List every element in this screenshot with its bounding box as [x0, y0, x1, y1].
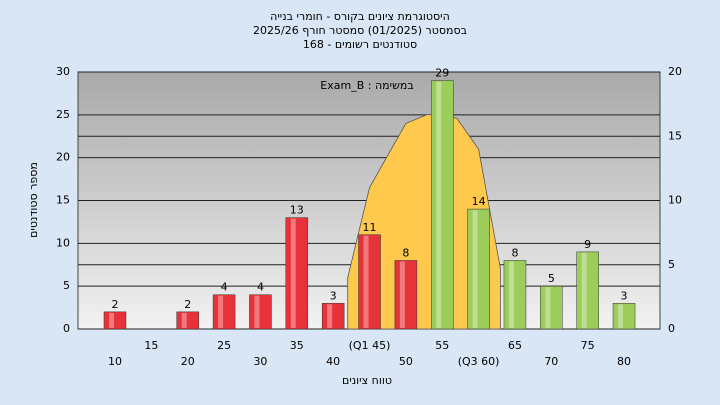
value-label: 3 — [330, 289, 337, 302]
bar — [176, 311, 199, 330]
value-label: 3 — [621, 289, 628, 302]
distribution-area — [347, 113, 501, 330]
y2-tick-label: 20 — [668, 65, 682, 78]
bar — [467, 208, 490, 330]
value-label: 13 — [290, 204, 304, 217]
x-tick-label: 40 — [326, 355, 340, 368]
y-tick-label: 25 — [56, 108, 70, 121]
value-label: 5 — [548, 272, 555, 285]
value-label: 14 — [472, 195, 486, 208]
bar — [503, 260, 527, 330]
bar-shine — [399, 261, 405, 328]
x-tick-label: (Q1 45) — [349, 339, 391, 352]
bar-shine — [218, 295, 224, 328]
bar-shine — [472, 210, 478, 328]
y2-tick-label: 0 — [668, 322, 675, 335]
bar — [285, 217, 309, 330]
bar-shine — [181, 312, 187, 328]
title-3: סטודנטים רשומים - 168 — [303, 38, 417, 51]
bar-shine — [508, 261, 514, 328]
x-label: טווח ציונים — [342, 374, 392, 387]
bar — [430, 80, 454, 330]
value-label: 29 — [435, 67, 449, 80]
bar-shine — [109, 312, 114, 328]
value-label: 4 — [221, 281, 228, 294]
y2-tick-label: 15 — [668, 129, 682, 142]
value-label: 2 — [184, 298, 191, 311]
x-tick-label: (Q3 60) — [458, 355, 500, 368]
y2-tick-label: 5 — [668, 258, 675, 271]
value-label: 9 — [584, 238, 591, 251]
bar — [212, 294, 236, 330]
bar — [394, 260, 418, 330]
bar-shine — [581, 252, 587, 328]
bar-shine — [618, 304, 624, 328]
x-tick-label: 15 — [144, 339, 158, 352]
title-1: היסטוגרמת ציונים בקורס - חומרי בנייה — [270, 10, 450, 23]
y-tick-label: 5 — [63, 279, 70, 292]
bar-shine — [290, 218, 296, 328]
bar — [103, 311, 127, 330]
title-2: בסמסטר (01/2025) סמסטר חורף 2025/26 — [253, 24, 467, 37]
bar — [576, 251, 599, 330]
x-tick-label: 50 — [399, 355, 413, 368]
value-label: 4 — [257, 281, 264, 294]
bar-shine — [363, 235, 369, 328]
bar-shine — [254, 295, 260, 328]
bar-shine — [545, 287, 551, 328]
bar — [321, 303, 345, 330]
bar-shine — [436, 81, 442, 328]
y-tick-label: 15 — [56, 194, 70, 207]
x-tick-label: 35 — [290, 339, 304, 352]
bar-shine — [327, 304, 333, 328]
value-label: 11 — [363, 221, 377, 234]
y-tick-label: 30 — [56, 65, 70, 78]
x-tick-label: 70 — [544, 355, 558, 368]
x-tick-label: 30 — [253, 355, 267, 368]
bar — [612, 303, 636, 330]
x-tick-label: 80 — [617, 355, 631, 368]
value-label: 2 — [112, 298, 119, 311]
x-tick-label: 25 — [217, 339, 231, 352]
y-label: מספר סטודנטים — [27, 162, 40, 238]
x-tick-label: 75 — [581, 339, 595, 352]
bar — [358, 234, 381, 330]
bar — [540, 285, 563, 330]
annotation: Exam_B : במשימה — [320, 79, 413, 92]
x-tick-label: 55 — [435, 339, 449, 352]
value-label: 8 — [402, 246, 409, 259]
x-tick-label: 20 — [181, 355, 195, 368]
y2-tick-label: 10 — [668, 194, 682, 207]
y-tick-label: 10 — [56, 236, 70, 249]
y-tick-label: 0 — [63, 322, 70, 335]
x-tick-label: 10 — [108, 355, 122, 368]
bar — [249, 294, 272, 330]
y-tick-label: 20 — [56, 151, 70, 164]
value-label: 8 — [511, 246, 518, 259]
x-tick-label: 65 — [508, 339, 522, 352]
